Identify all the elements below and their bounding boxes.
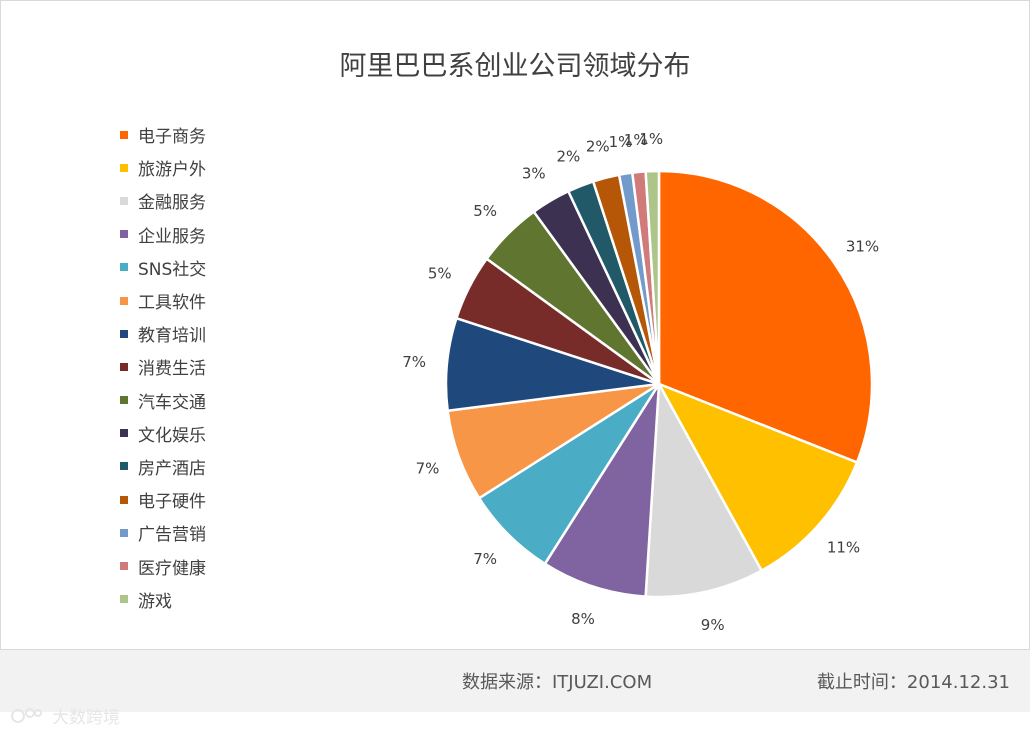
- legend-item: 游戏: [120, 583, 206, 616]
- legend-label: 医疗健康: [138, 558, 206, 579]
- footer: 数据来源：ITJUZI.COM 截止时间：2014.12.31: [0, 650, 1030, 712]
- data-label: 1%: [624, 131, 648, 149]
- legend-label: 工具软件: [138, 293, 206, 314]
- legend-item: 金融服务: [120, 184, 206, 217]
- data-label: 7%: [473, 550, 497, 568]
- legend-swatch: [120, 230, 128, 239]
- legend-label: 金融服务: [138, 193, 206, 214]
- legend-label: 消费生活: [138, 359, 206, 380]
- pie-slice: [656, 381, 859, 573]
- pie-slice: [644, 379, 764, 599]
- legend-item: 医疗健康: [120, 549, 206, 582]
- legend-swatch: [120, 263, 128, 272]
- legend-label: SNS社交: [138, 259, 207, 280]
- pie-slice: [657, 169, 874, 465]
- legend-swatch: [120, 296, 128, 305]
- legend-item: 房产酒店: [120, 450, 206, 483]
- pie-slice: [644, 169, 661, 385]
- legend-swatch: [120, 130, 128, 139]
- legend-item: 旅游户外: [120, 151, 206, 184]
- watermark: 大数跨境: [10, 703, 120, 728]
- chart-title: 阿里巴巴系创业公司领域分布: [339, 51, 691, 82]
- legend-item: 汽车交通: [120, 384, 206, 417]
- legend-label: 旅游户外: [138, 160, 206, 181]
- watermark-text: 大数跨境: [52, 708, 120, 728]
- watermark-logo-icon: [11, 707, 42, 723]
- legend-label: 企业服务: [138, 226, 206, 247]
- data-label: 2%: [557, 147, 581, 165]
- legend-item: 企业服务: [120, 218, 206, 251]
- legend-swatch: [120, 462, 128, 471]
- legend-label: 文化娱乐: [138, 425, 206, 446]
- data-label: 11%: [827, 539, 860, 557]
- legend-item: 电子商务: [120, 118, 206, 151]
- legend-swatch: [120, 396, 128, 405]
- cutoff-date: 截止时间：2014.12.31: [816, 672, 1010, 693]
- data-label: 9%: [701, 616, 725, 634]
- data-source: 数据来源：ITJUZI.COM: [462, 672, 653, 693]
- legend-label: 电子商务: [138, 127, 206, 148]
- legend-swatch: [120, 429, 128, 438]
- pie-chart: 31%11%9%8%7%7%7%5%5%3%2%2%1%1%1%: [402, 130, 879, 634]
- data-label: 1%: [609, 133, 633, 151]
- legend-label: 广告营销: [138, 525, 206, 546]
- legend-label: 教育培训: [138, 326, 206, 347]
- legend-swatch: [120, 528, 128, 537]
- legend-swatch: [120, 562, 128, 571]
- legend-swatch: [120, 495, 128, 504]
- legend-swatch: [120, 595, 128, 604]
- legend: 电子商务旅游户外金融服务企业服务 SNS社交工具软件教育培训消费生活汽车交通文化娱…: [120, 118, 206, 616]
- legend-swatch: [120, 163, 128, 172]
- pie-slice: [543, 383, 661, 598]
- data-label: 7%: [402, 353, 426, 371]
- data-label: 7%: [416, 459, 440, 477]
- data-label: 2%: [586, 138, 610, 156]
- legend-swatch: [120, 329, 128, 338]
- data-label: 31%: [846, 238, 879, 256]
- legend-item: SNS社交: [120, 251, 206, 284]
- legend-label: 房产酒店: [138, 458, 206, 479]
- data-label: 1%: [639, 130, 663, 148]
- legend-item: 工具软件: [120, 284, 206, 317]
- data-label: 3%: [522, 164, 546, 182]
- legend-item: 文化娱乐: [120, 417, 206, 450]
- legend-item: 电子硬件: [120, 483, 206, 516]
- legend-label: 电子硬件: [138, 492, 206, 513]
- data-label: 8%: [571, 610, 595, 628]
- legend-item: 教育培训: [120, 317, 206, 350]
- legend-swatch: [120, 362, 128, 371]
- data-label: 5%: [428, 264, 452, 282]
- legend-label: 游戏: [138, 591, 172, 612]
- data-label: 5%: [473, 202, 497, 220]
- legend-item: 消费生活: [120, 350, 206, 383]
- legend-label: 汽车交通: [138, 392, 206, 413]
- legend-item: 广告营销: [120, 516, 206, 549]
- legend-swatch: [120, 196, 128, 205]
